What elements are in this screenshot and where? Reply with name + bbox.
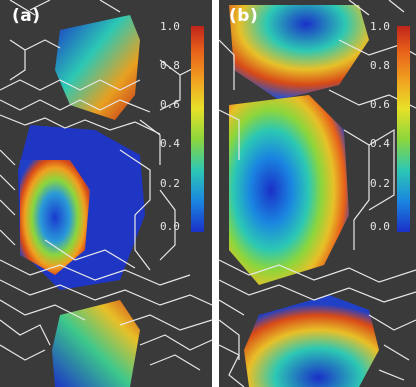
colorbar-b: [397, 26, 410, 232]
colorbar-a-tick-1: 1.0: [160, 20, 180, 33]
heatmap-core-a: [20, 160, 90, 275]
colorbar-a-tick-2: 0.8: [160, 59, 180, 72]
wireframe-lattice-a: [0, 0, 212, 371]
colorbar-b-tick-3: 0.6: [370, 98, 390, 111]
heatmap-middle-b: [229, 95, 349, 285]
heatmap-bottom-a: [52, 300, 140, 387]
panel-separator: [212, 0, 219, 387]
panel-label-b: (b): [229, 6, 259, 26]
heatmap-top-a: [55, 15, 140, 120]
panel-a-scene: [0, 0, 212, 387]
panel-a: (a) 1.0 0.8 0.6 0.4 0.2 0.0: [0, 0, 212, 387]
colorbar-b-tick-2: 0.8: [370, 59, 390, 72]
colorbar-b-tick-1: 1.0: [370, 20, 390, 33]
panel-label-a: (a): [12, 6, 41, 26]
colorbar-b-tick-6: 0.0: [370, 220, 390, 233]
colorbar-a-tick-3: 0.6: [160, 98, 180, 111]
colorbar-a: [191, 26, 204, 232]
wireframe-lattice-b: [219, 0, 416, 387]
panel-b: (b) 1.0 0.8 0.6 0.4 0.2 0.0: [219, 0, 416, 387]
panel-b-scene: [219, 0, 416, 387]
colorbar-b-tick-4: 0.4: [370, 137, 390, 150]
colorbar-a-tick-6: 0.0: [160, 220, 180, 233]
heatmap-top-b: [229, 5, 369, 100]
heatmap-bottom-b: [244, 295, 379, 387]
colorbar-b-tick-5: 0.2: [370, 177, 390, 190]
colorbar-a-tick-4: 0.4: [160, 137, 180, 150]
colorbar-a-tick-5: 0.2: [160, 177, 180, 190]
